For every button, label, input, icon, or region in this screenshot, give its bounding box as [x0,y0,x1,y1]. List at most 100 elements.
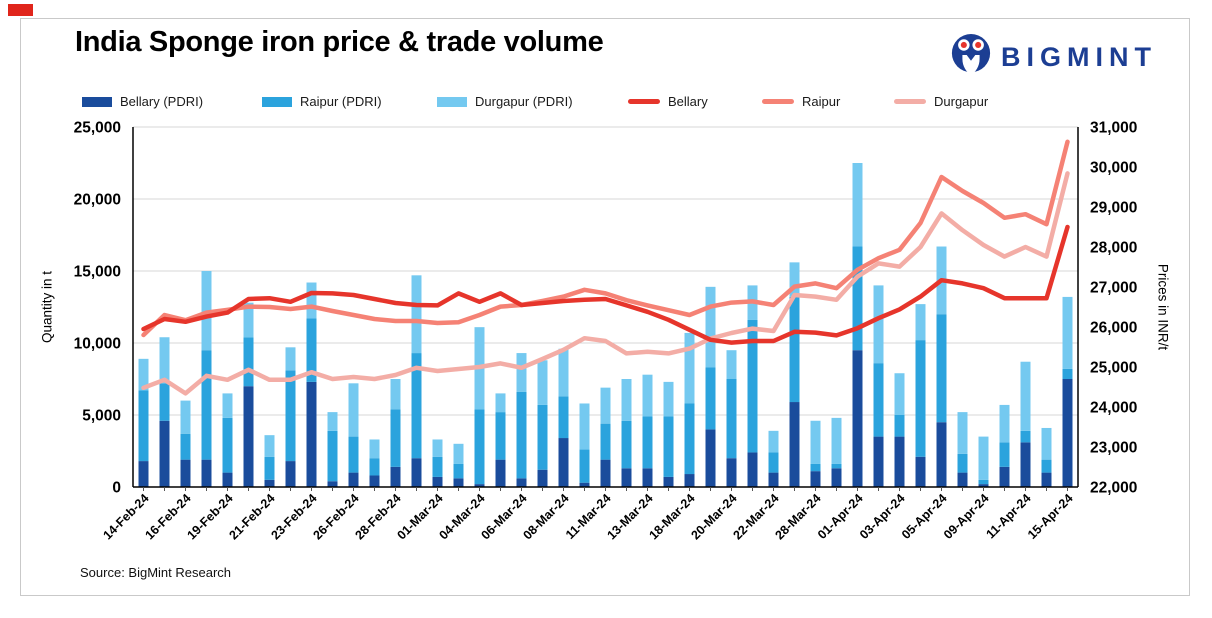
bar-segment [978,484,989,487]
legend-item-raipur-line: Raipur [762,94,840,109]
bar-segment [663,381,674,417]
legend-swatch-durgapur-pdri-bar [437,96,467,107]
x-axis-labels: 14-Feb-2416-Feb-2419-Feb-2421-Feb-2423-F… [100,491,1075,542]
bar-segment [138,461,149,487]
legend-swatch-durgapur-line [894,99,926,104]
x-axis-tick-label: 09-Apr-24 [941,491,992,542]
bar-segment [747,319,758,453]
legend-item-bellary-pdri: Bellary (PDRI) [82,94,203,109]
bar-segment [1041,459,1052,473]
bar-segment [558,396,569,439]
x-axis-tick-label: 28-Mar-24 [772,491,823,542]
bar-segment [537,469,548,487]
bar-segment [789,296,800,403]
bar-segment [642,416,653,469]
bar-segment [390,409,401,467]
bar-segment [684,332,695,404]
bar-segment [243,337,254,387]
legend-item-bellary-line: Bellary [628,94,708,109]
bar-segment [327,412,338,431]
legend-label: Bellary (PDRI) [120,94,204,109]
bar-segment [474,409,485,485]
left-axis-tick-label: 15,000 [74,264,121,281]
bar-segment [390,466,401,487]
bar-segment [621,379,632,421]
gridlines [133,126,1078,416]
bar-segment [180,400,191,434]
bar-segment [663,476,674,487]
bar-segment [978,436,989,480]
bar-segment [432,456,443,477]
bar-segment [936,314,947,423]
chart-frame [20,18,1190,596]
price-line-bellary [141,224,1070,345]
bar-segment [894,415,905,437]
bar-segment [768,472,779,487]
bar-segment [579,449,590,483]
bar-segment [222,393,233,418]
left-axis-tick-label: 0 [112,480,121,497]
bar-segment [369,439,380,459]
legend-swatch-bellary-line [628,99,660,104]
bar-segment [789,262,800,297]
bar-segment [1041,427,1052,460]
bar-segment [684,474,695,487]
bar-segment [957,472,968,487]
legend-item-durgapur-pdri: Durgapur (PDRI) [437,94,573,109]
bar-segment [369,458,380,476]
bar-segment [894,373,905,415]
bar-segment [1062,368,1073,379]
right-axis-tick-label: 30,000 [1090,160,1137,177]
bar-segment [159,337,170,384]
bar-segment [999,404,1010,443]
bar-segment [1020,430,1031,443]
bar-segment [579,403,590,450]
bar-segment [873,285,884,364]
bar-segment [663,416,674,477]
legend-label: Raipur (PDRI) [300,94,382,109]
bar-segment [558,438,569,487]
bar-segment [600,387,611,424]
price-line-raipur [141,139,1070,338]
bar-segment [285,461,296,487]
bar-segment [852,246,863,351]
stacked-bars-layer [138,163,1073,487]
bar-segment [936,422,947,487]
bar-segment [1020,361,1031,431]
bar-segment [831,468,842,487]
bar-segment [1062,296,1073,369]
bar-segment [579,482,590,487]
bar-segment [453,478,464,487]
legend-swatch-bellary-pdri-bar [82,96,112,107]
page-title: India Sponge iron price & trade volume [75,26,604,58]
bar-segment [474,484,485,487]
bar-segment [915,340,926,457]
price-lines-layer [141,139,1070,396]
bar-segment [348,436,359,473]
bar-segment [306,381,317,487]
left-axis-labels: 0 5,000 10,000 15,000 20,000 25,000 [74,120,121,497]
bar-segment [348,472,359,487]
bar-segment [600,459,611,487]
bar-segment [873,363,884,437]
bar-segment [222,417,233,473]
legend-label: Durgapur [934,94,989,109]
bigmint-logo: BIGMINT [950,32,1157,83]
bar-segment [642,468,653,487]
bar-segment [411,458,422,487]
bar-segment [537,404,548,470]
bar-segment [810,420,821,464]
bar-segment [621,468,632,487]
axes [132,127,1079,491]
bar-segment [243,302,254,338]
bar-segment [159,420,170,487]
bar-segment [180,459,191,487]
bar-segment [894,436,905,487]
bar-segment [222,472,233,487]
bar-segment [516,391,527,479]
bar-segment [306,318,317,382]
bar-segment [999,466,1010,487]
bar-segment [978,479,989,485]
bar-segment [201,459,212,487]
